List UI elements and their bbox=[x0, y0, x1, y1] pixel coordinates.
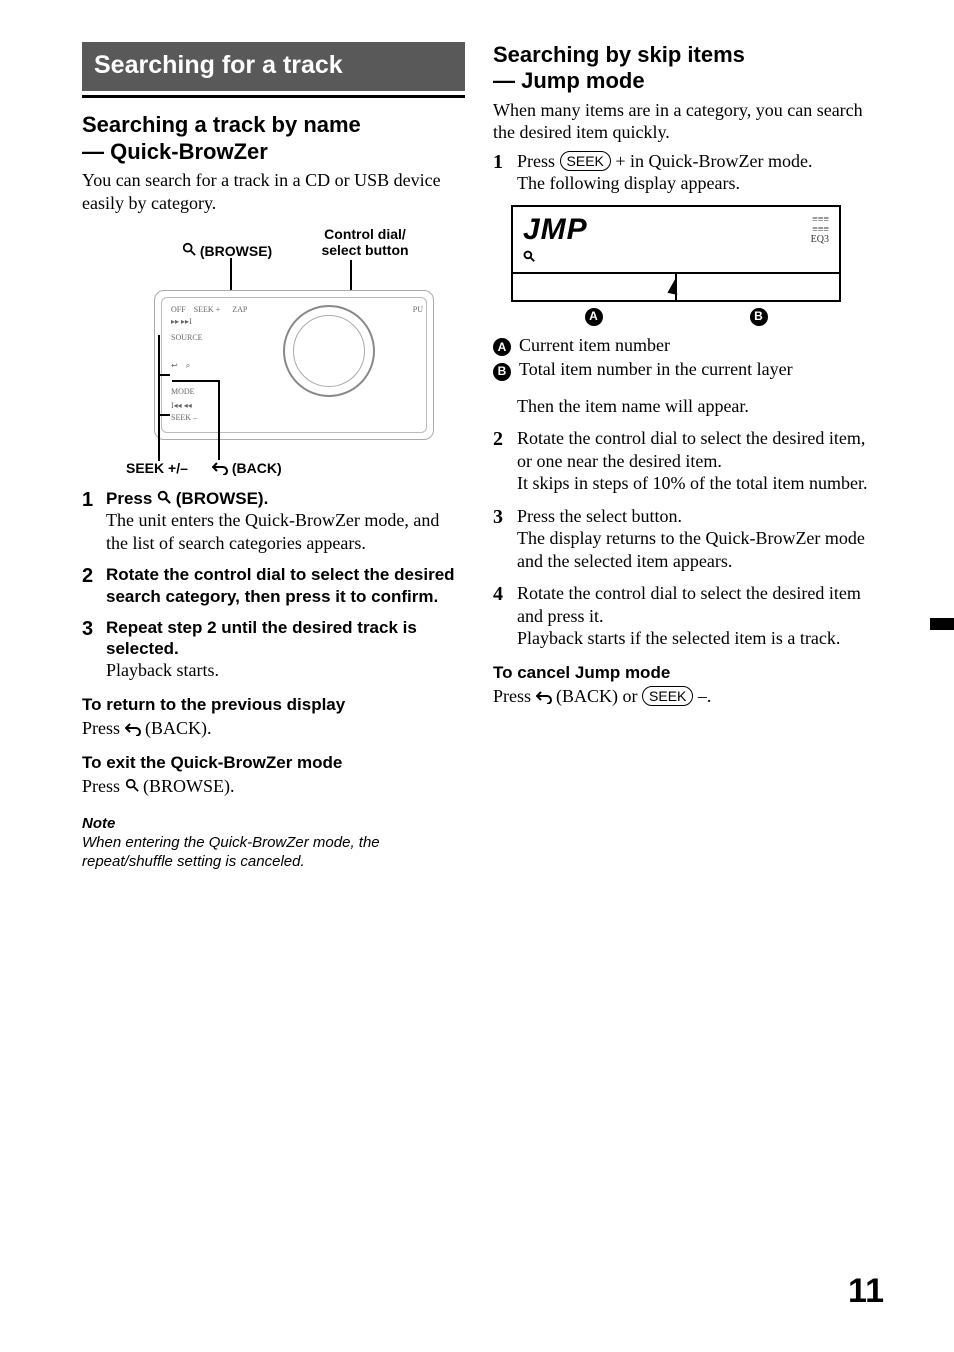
heading-jump-mode: Searching by skip items — Jump mode bbox=[493, 42, 876, 95]
magnifier-icon bbox=[125, 778, 139, 792]
right-column: Searching by skip items — Jump mode When… bbox=[493, 42, 876, 872]
label-b-icon: B bbox=[750, 308, 768, 326]
step-body-text: The unit enters the Quick-BrowZer mode, … bbox=[106, 509, 465, 554]
legend-b: B Total item number in the current layer bbox=[493, 358, 876, 381]
lcd-display: JMP ≡≡≡≡≡≡EQ3 bbox=[511, 205, 841, 302]
exit-heading: To exit the Quick-BrowZer mode bbox=[82, 752, 465, 773]
lcd-magnifier bbox=[513, 250, 839, 272]
step-text-2: The display returns to the Quick-BrowZer… bbox=[517, 527, 876, 572]
section-title: Searching for a track bbox=[82, 42, 465, 91]
step-number: 3 bbox=[82, 617, 106, 682]
heading-line-2: — Jump mode bbox=[493, 68, 645, 93]
step-number: 1 bbox=[82, 488, 106, 554]
back-icon bbox=[536, 690, 552, 704]
step-lead: Rotate the control dial to select the de… bbox=[106, 564, 465, 607]
magnifier-icon bbox=[182, 242, 196, 256]
r-step-1: 1 Press SEEK + in Quick-BrowZer mode. Th… bbox=[493, 150, 876, 195]
control-dial-icon bbox=[283, 305, 375, 397]
step-text-2: The following display appears. bbox=[517, 172, 876, 195]
seek-key: SEEK bbox=[642, 686, 693, 706]
step-number: 3 bbox=[493, 505, 517, 573]
intro-text: You can search for a track in a CD or US… bbox=[82, 169, 465, 214]
then-text: Then the item name will appear. bbox=[517, 395, 876, 418]
left-column: Searching for a track Searching a track … bbox=[82, 42, 465, 872]
cancel-heading: To cancel Jump mode bbox=[493, 662, 876, 683]
legend-b-text: Total item number in the current layer bbox=[519, 358, 793, 381]
device-outline: OFF SEEK + ZAP ▸▸ ▸▸I SOURCE ↩ ⌕ MODE I◂… bbox=[154, 290, 434, 440]
magnifier-icon bbox=[523, 250, 535, 262]
seek-label: SEEK +/– bbox=[126, 460, 188, 476]
step-body-text: Playback starts. bbox=[106, 659, 465, 682]
return-heading: To return to the previous display bbox=[82, 694, 465, 715]
back-icon bbox=[212, 461, 228, 475]
step-text: Press the select button. bbox=[517, 505, 876, 528]
eq-icon: ≡≡≡≡≡≡EQ3 bbox=[811, 215, 829, 245]
step-text: Press SEEK + in Quick-BrowZer mode. bbox=[517, 150, 876, 173]
edge-tab bbox=[930, 618, 954, 630]
step-text-2: Playback starts if the selected item is … bbox=[517, 627, 876, 650]
step-lead: Press (BROWSE). bbox=[106, 488, 465, 509]
step-lead: Repeat step 2 until the desired track is… bbox=[106, 617, 465, 660]
step-number: 1 bbox=[493, 150, 517, 195]
dial-label: Control dial/ select button bbox=[310, 226, 420, 258]
heading-search-by-name: Searching a track by name — Quick-BrowZe… bbox=[82, 112, 465, 165]
magnifier-icon bbox=[157, 490, 171, 504]
step-number: 2 bbox=[493, 427, 517, 495]
return-body: Press (BACK). bbox=[82, 717, 465, 740]
cancel-body: Press (BACK) or SEEK –. bbox=[493, 685, 876, 708]
r-step-3: 3 Press the select button. The display r… bbox=[493, 505, 876, 573]
browse-label: (BROWSE) bbox=[182, 242, 272, 259]
r-step-4: 4 Rotate the control dial to select the … bbox=[493, 582, 876, 650]
legend-a: A Current item number bbox=[493, 334, 876, 357]
note-body: When entering the Quick-BrowZer mode, th… bbox=[82, 834, 465, 872]
exit-body: Press (BROWSE). bbox=[82, 775, 465, 798]
back-icon bbox=[125, 722, 141, 736]
step-2: 2 Rotate the control dial to select the … bbox=[82, 564, 465, 607]
step-1: 1 Press (BROWSE). The unit enters the Qu… bbox=[82, 488, 465, 554]
lcd-text: JMP bbox=[523, 211, 588, 249]
device-diagram: (BROWSE) Control dial/ select button OFF… bbox=[82, 220, 465, 480]
step-text: Rotate the control dial to select the de… bbox=[517, 582, 876, 627]
page-number: 11 bbox=[848, 1270, 884, 1313]
left-steps: 1 Press (BROWSE). The unit enters the Qu… bbox=[82, 488, 465, 682]
label-a-icon: A bbox=[585, 308, 603, 326]
legend-a-text: Current item number bbox=[519, 334, 670, 357]
heading-line-2: — Quick-BrowZer bbox=[82, 139, 268, 164]
step-3: 3 Repeat step 2 until the desired track … bbox=[82, 617, 465, 682]
seek-key: SEEK bbox=[560, 151, 611, 171]
step-number: 4 bbox=[493, 582, 517, 650]
intro-text: When many items are in a category, you c… bbox=[493, 99, 876, 144]
step-text-2: It skips in steps of 10% of the total it… bbox=[517, 472, 876, 495]
r-step-2: 2 Rotate the control dial to select the … bbox=[493, 427, 876, 495]
step-number: 2 bbox=[82, 564, 106, 607]
step-text: Rotate the control dial to select the de… bbox=[517, 427, 876, 472]
ab-labels: A B bbox=[511, 308, 841, 326]
back-label: (BACK) bbox=[212, 460, 282, 476]
label-b-icon: B bbox=[493, 363, 511, 381]
rule bbox=[82, 95, 465, 98]
heading-line-1: Searching by skip items bbox=[493, 42, 745, 67]
heading-line-1: Searching a track by name bbox=[82, 112, 361, 137]
label-a-icon: A bbox=[493, 338, 511, 356]
note-heading: Note bbox=[82, 815, 465, 834]
